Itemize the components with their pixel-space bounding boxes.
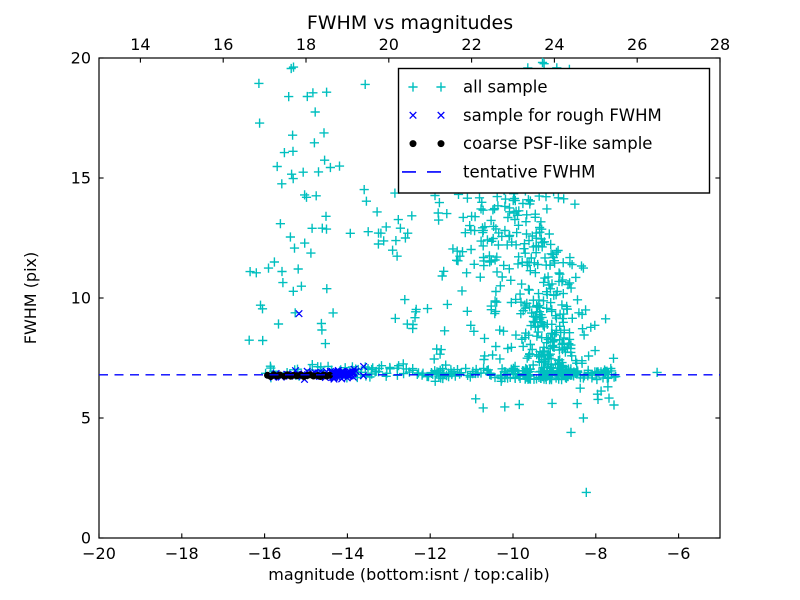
top-tick-label: 18 [296, 35, 316, 54]
legend-label-rough-fwhm: sample for rough FWHM [463, 106, 662, 125]
top-tick-label: 26 [627, 35, 647, 54]
legend-label-tentative-fwhm: tentative FWHM [463, 163, 595, 182]
legend-markers [402, 82, 452, 173]
top-tick-label: 14 [130, 35, 150, 54]
x-tick-label: −16 [248, 544, 282, 563]
legend: all sample sample for rough FWHM coarse … [397, 67, 711, 194]
legend-plus-marker [408, 82, 446, 92]
axis-ticks [98, 57, 721, 539]
y-tick-label: 10 [71, 289, 91, 308]
scatter-points [244, 57, 662, 497]
plot-title: FWHM vs magnitudes [307, 12, 513, 34]
y-tick-label: 15 [71, 169, 91, 188]
top-tick-label: 20 [379, 35, 399, 54]
x-tick-label: −18 [165, 544, 199, 563]
x-tick-label: −10 [496, 544, 530, 563]
x-tick-label: −20 [82, 544, 116, 563]
top-tick-label: 24 [544, 35, 564, 54]
legend-dot-marker [409, 140, 445, 148]
x-tick-label: −8 [584, 544, 608, 563]
top-tick-label: 28 [710, 35, 730, 54]
y-tick-label: 0 [81, 529, 91, 548]
all-sample-points [244, 57, 662, 497]
x-tick-label: −6 [667, 544, 691, 563]
x-tick-label: −14 [331, 544, 365, 563]
legend-x-marker [409, 111, 445, 120]
axis-tick-labels: −20 −18 −16 −14 −12 −10 −8 −6 14 16 18 20 22 24 26 28 0 5… [71, 35, 731, 563]
y-tick-label: 5 [81, 409, 91, 428]
legend-box [397, 67, 711, 194]
top-tick-label: 16 [213, 35, 233, 54]
sample-for-rough-fwhm-points [269, 309, 368, 384]
x-axis-label: magnitude (bottom:isnt / top:calib) [268, 565, 549, 584]
coarse-psf-like-sample-points [264, 371, 334, 381]
legend-label-coarse-psf: coarse PSF-like sample [463, 134, 652, 153]
x-tick-label: −12 [413, 544, 447, 563]
top-tick-label: 22 [461, 35, 481, 54]
y-axis-label: FWHM (pix) [21, 252, 40, 345]
y-tick-label: 20 [71, 49, 91, 68]
legend-label-all-sample: all sample [463, 78, 548, 97]
